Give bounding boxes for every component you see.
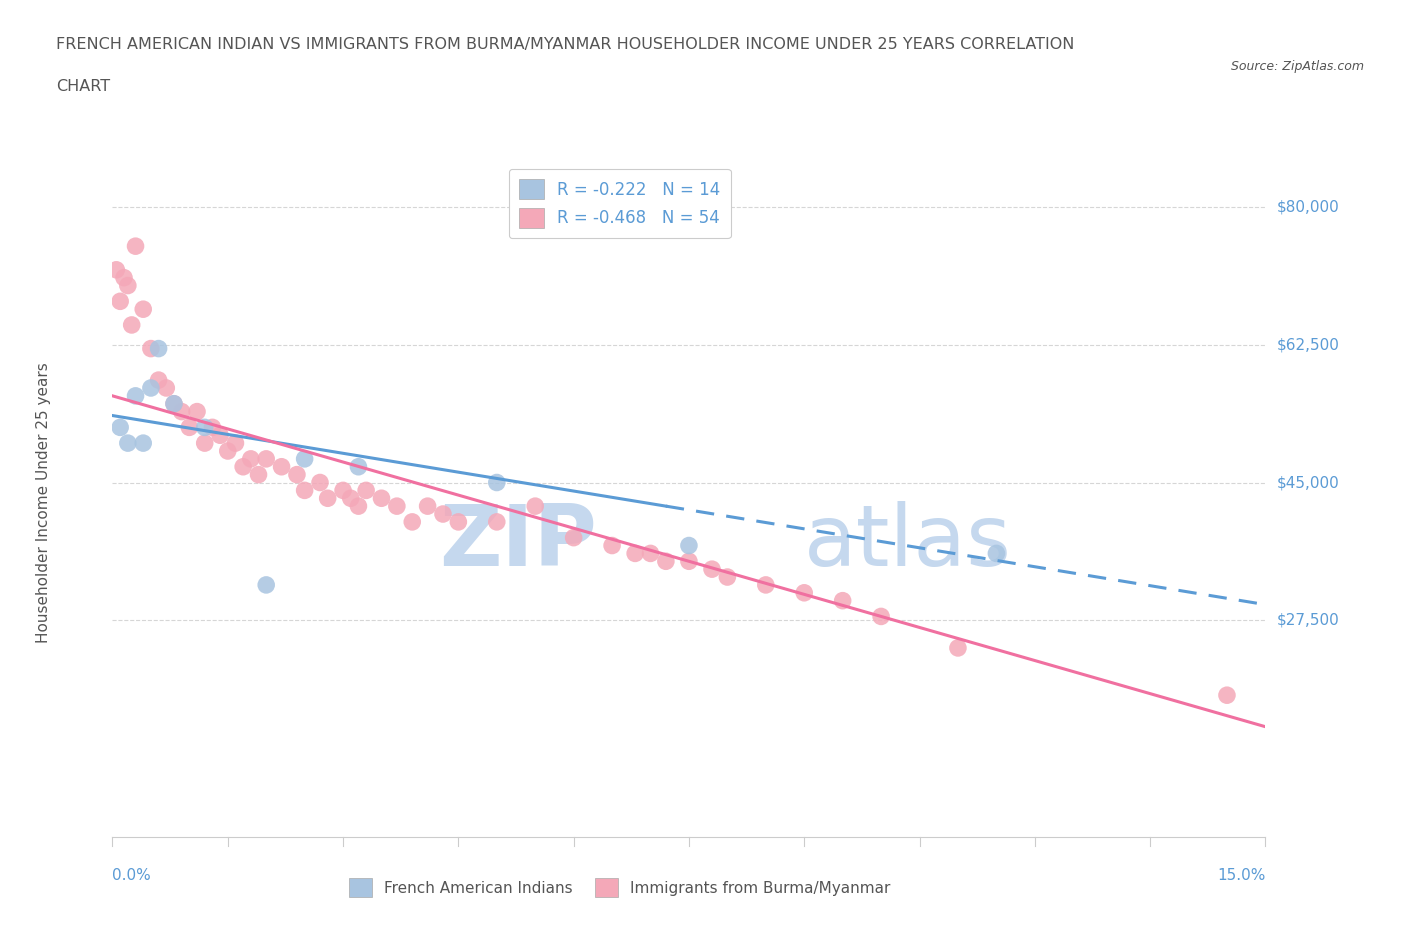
Point [370, 491, 392, 506]
Point [254, 578, 277, 592]
Text: $62,500: $62,500 [1277, 338, 1340, 352]
Point [132, 301, 155, 316]
Text: Householder Income Under 25 years: Householder Income Under 25 years [35, 362, 51, 643]
Text: 15.0%: 15.0% [1218, 868, 1265, 883]
Point [385, 498, 408, 513]
Text: $80,000: $80,000 [1277, 199, 1340, 214]
Text: $27,500: $27,500 [1277, 613, 1340, 628]
Point [254, 451, 277, 466]
Point [294, 451, 316, 466]
Point [716, 569, 738, 584]
Point [247, 467, 270, 482]
Point [316, 491, 339, 506]
Point [270, 459, 292, 474]
Point [831, 593, 853, 608]
Point [640, 546, 662, 561]
Point [447, 514, 470, 529]
Point [112, 271, 135, 286]
Point [209, 428, 232, 443]
Point [700, 562, 723, 577]
Point [163, 396, 186, 411]
Point [117, 278, 139, 293]
Point [986, 546, 1008, 561]
Point [485, 514, 508, 529]
Point [108, 420, 131, 435]
Point [562, 530, 585, 545]
Point [170, 405, 193, 419]
Point [485, 475, 508, 490]
Point [186, 405, 208, 419]
Point [354, 483, 377, 498]
Point [347, 459, 370, 474]
Point [139, 380, 162, 395]
Point [332, 483, 354, 498]
Legend: French American Indians, Immigrants from Burma/Myanmar: French American Indians, Immigrants from… [343, 872, 897, 903]
Point [148, 341, 170, 356]
Point [946, 641, 969, 656]
Text: 0.0%: 0.0% [112, 868, 152, 883]
Text: Source: ZipAtlas.com: Source: ZipAtlas.com [1230, 60, 1364, 73]
Point [401, 514, 423, 529]
Point [524, 498, 547, 513]
Point [224, 435, 246, 450]
Point [121, 317, 143, 332]
Point [163, 396, 186, 411]
Point [870, 609, 893, 624]
Point [155, 380, 177, 395]
Point [239, 451, 262, 466]
Point [309, 475, 332, 490]
Point [105, 262, 128, 277]
Point [179, 420, 201, 435]
Point [1216, 688, 1239, 703]
Point [432, 507, 454, 522]
Point [655, 554, 678, 569]
Point [194, 420, 217, 435]
Point [124, 389, 146, 404]
Point [194, 435, 217, 450]
Point [117, 435, 139, 450]
Point [624, 546, 647, 561]
Text: ZIP: ZIP [439, 501, 596, 584]
Point [678, 538, 700, 553]
Point [108, 294, 131, 309]
Point [755, 578, 778, 592]
Text: FRENCH AMERICAN INDIAN VS IMMIGRANTS FROM BURMA/MYANMAR HOUSEHOLDER INCOME UNDER: FRENCH AMERICAN INDIAN VS IMMIGRANTS FRO… [56, 37, 1074, 52]
Point [339, 491, 361, 506]
Point [678, 554, 700, 569]
Text: CHART: CHART [56, 79, 110, 94]
Point [285, 467, 308, 482]
Point [139, 341, 162, 356]
Point [600, 538, 623, 553]
Point [793, 585, 815, 600]
Point [416, 498, 439, 513]
Point [294, 483, 316, 498]
Point [201, 420, 224, 435]
Point [132, 435, 155, 450]
Text: $45,000: $45,000 [1277, 475, 1340, 490]
Point [232, 459, 254, 474]
Point [124, 239, 146, 254]
Point [347, 498, 370, 513]
Point [148, 373, 170, 388]
Text: atlas: atlas [804, 501, 1012, 584]
Point [217, 444, 239, 458]
